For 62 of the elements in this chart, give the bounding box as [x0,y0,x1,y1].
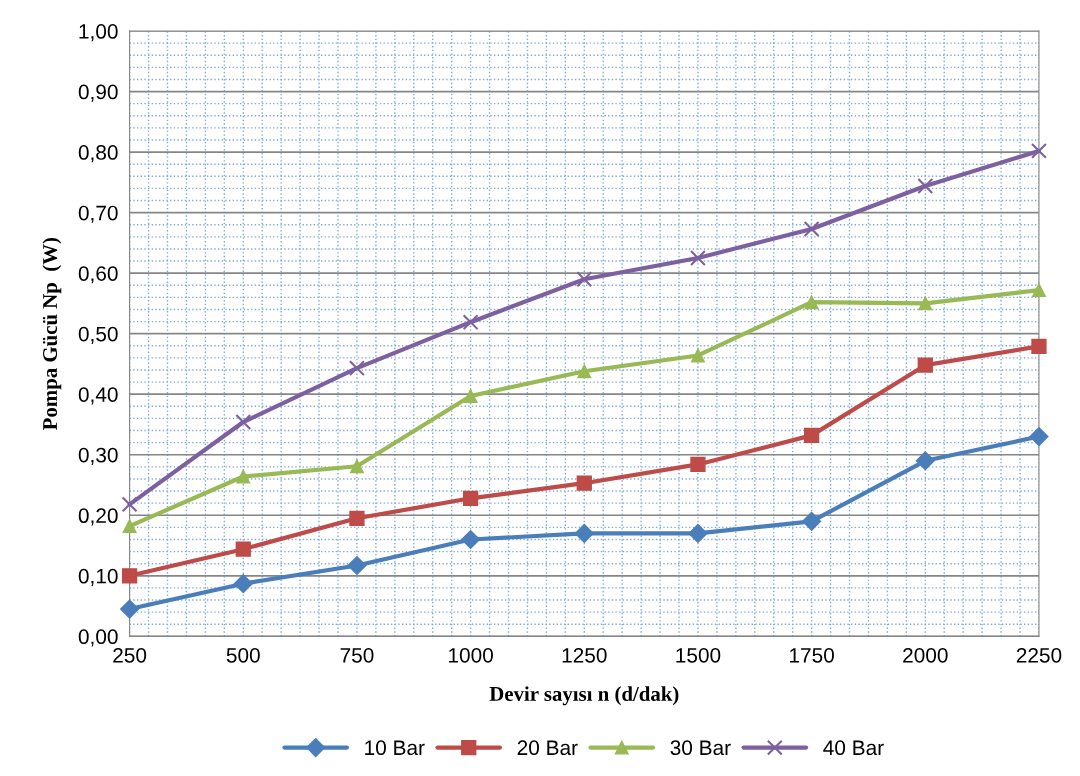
point [915,451,935,471]
point [463,389,478,403]
point [688,523,708,543]
x-tick-label: 1000 [449,647,493,663]
y-tick-label: 1,00 [79,24,118,42]
point [1029,427,1049,447]
x-tick-label: 750 [340,647,374,663]
point [349,510,365,526]
x-tick-label: 1500 [676,647,721,663]
point [235,414,252,431]
y-tick-label: 0,60 [78,266,118,284]
point [461,529,481,550]
y-tick-label: 0,80 [78,145,118,163]
point [1032,283,1046,298]
point [802,511,822,531]
point [917,178,934,194]
y-tick-label: 0,30 [78,447,118,465]
point [121,568,138,584]
x-tick-label: 250 [113,647,147,663]
point [577,364,592,379]
point [576,475,592,491]
point [235,541,251,557]
point [576,271,593,288]
x-tick-label: 2250 [1016,647,1062,663]
legend-label: 40 Bar [823,740,884,756]
point [917,357,933,373]
point [233,574,253,594]
point [462,490,479,506]
point [462,314,479,331]
point [1031,338,1047,355]
point [691,348,705,363]
point [574,523,594,543]
point [918,296,933,311]
y-tick-label: 0,90 [78,84,118,102]
y-axis-title: Pompa Gücü Np (W) [42,237,62,430]
point [803,220,820,237]
x-tick-label: 2000 [903,647,948,663]
legend-label: 30 Bar [670,740,731,756]
point [690,456,706,473]
point [804,295,819,310]
point [236,469,251,484]
point [347,555,367,576]
point [1030,142,1047,159]
y-tick-label: 0,70 [78,205,118,223]
legend-label: 20 Bar [517,740,578,756]
x-tick-label: 1250 [562,647,607,663]
y-tick-label: 0,00 [78,629,118,647]
y-tick-label: 0,20 [78,508,118,526]
point [803,427,820,444]
point [349,459,364,474]
point [348,360,365,377]
point [120,599,140,619]
point [121,496,138,513]
x-tick-label: 500 [226,647,260,663]
y-tick-label: 0,50 [78,326,118,344]
legend-label: 10 Bar [365,740,425,756]
point [689,250,706,266]
x-axis-title: Devir sayısı n (d/dak) [489,686,679,706]
y-tick-label: 0,10 [78,568,118,587]
point [122,519,137,534]
y-tick-label: 0,40 [78,387,118,405]
x-tick-label: 1750 [790,647,834,663]
